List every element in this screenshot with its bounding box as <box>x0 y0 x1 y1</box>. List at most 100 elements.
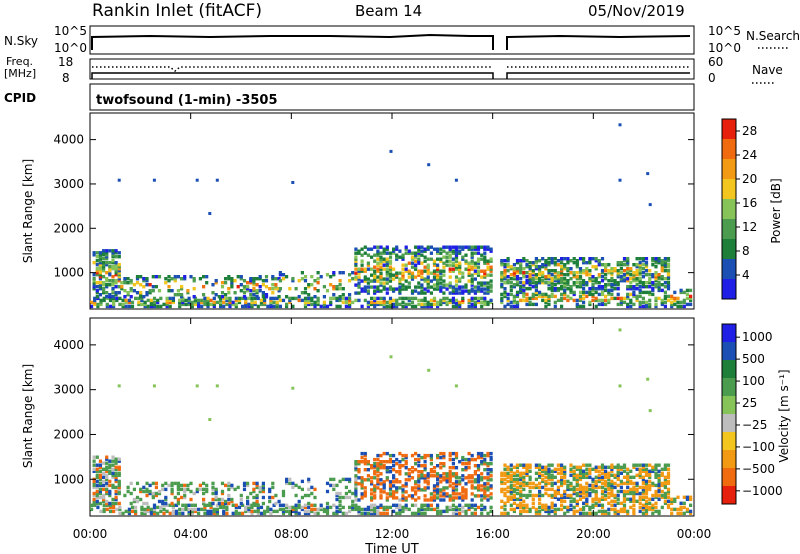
echo-cell <box>206 511 210 516</box>
echo-cell <box>168 503 172 507</box>
echo-cell <box>102 499 106 504</box>
echo-cell <box>111 291 115 295</box>
echo-cell <box>509 265 513 269</box>
echo-cell <box>357 509 361 514</box>
echo-cell <box>591 497 595 501</box>
echo-cell <box>585 501 589 505</box>
echo-cell <box>594 296 598 301</box>
echo-cell <box>473 486 477 490</box>
echo-cell <box>307 285 311 289</box>
echo-cell <box>515 497 520 501</box>
echo-cell <box>663 304 667 309</box>
echo-cell <box>373 511 377 516</box>
echo-cell <box>575 509 579 514</box>
echo-cell <box>410 494 415 498</box>
echo-cell <box>588 273 592 277</box>
echo-cell <box>489 269 493 273</box>
echo-cell <box>632 485 636 490</box>
echo-cell <box>414 486 418 490</box>
echo-cell <box>622 469 627 473</box>
echo-cell <box>454 249 459 253</box>
colorbar-tick-label: 28 <box>742 124 757 138</box>
echo-cell <box>473 472 477 476</box>
echo-cell <box>348 279 352 283</box>
echo-cell <box>360 492 364 496</box>
echo-cell <box>544 263 548 267</box>
echo-cell <box>682 495 686 499</box>
echo-cell <box>635 463 639 467</box>
echo-cell <box>597 497 601 501</box>
echo-cell <box>376 462 380 466</box>
echo-cell <box>629 304 633 309</box>
echo-cell <box>531 277 535 281</box>
echo-cell <box>534 277 538 281</box>
echo-cell <box>500 296 504 301</box>
echo-cell <box>398 486 402 490</box>
echo-cell <box>451 267 455 271</box>
echo-cell <box>105 279 109 283</box>
echo-cell <box>105 302 109 307</box>
echo-cell <box>269 296 273 301</box>
echo-cell <box>654 261 658 265</box>
echo-cell <box>432 277 437 281</box>
echo-cell <box>454 275 459 279</box>
echo-cell <box>442 269 446 273</box>
echo-cell <box>111 483 115 488</box>
echo-cell <box>467 466 471 470</box>
echo-cell <box>423 486 427 490</box>
echo-cell <box>354 468 358 472</box>
echo-cell <box>503 259 507 263</box>
echo-cell <box>142 277 146 281</box>
echo-cell <box>241 503 245 507</box>
echo-cell <box>563 292 567 297</box>
echo-cell <box>250 300 254 305</box>
echo-cell <box>597 298 601 303</box>
echo-cell <box>509 267 513 271</box>
echo-cell <box>407 271 411 275</box>
colorbar-swatch <box>722 199 736 220</box>
echo-cell <box>230 285 234 289</box>
echo-cell <box>585 273 589 277</box>
echo-cell <box>657 285 661 289</box>
echo-cell <box>619 261 623 265</box>
noise-sky-trace-a <box>91 33 494 50</box>
echo-cell <box>357 291 361 295</box>
echo-cell <box>454 302 459 307</box>
echo-cell <box>575 277 579 281</box>
echo-cell <box>538 497 542 501</box>
echo-cell <box>563 288 567 293</box>
echo-cell <box>451 269 455 273</box>
echo-cell <box>423 478 427 482</box>
echo-cell <box>183 489 187 494</box>
echo-cell <box>582 491 586 496</box>
echo-cell <box>560 279 564 283</box>
colorbar-swatch <box>722 486 736 505</box>
echo-cell <box>519 497 523 501</box>
echo-cell <box>594 497 598 501</box>
echo-cell <box>607 263 611 267</box>
echo-cell <box>121 304 125 309</box>
echo-cell <box>547 505 551 510</box>
echo-cell <box>225 302 229 307</box>
echo-cell <box>401 287 405 291</box>
y-tick-label: 1000 <box>53 266 84 280</box>
echo-cell <box>417 291 421 295</box>
echo-cell <box>613 279 617 283</box>
echo-cell <box>657 485 661 490</box>
echo-cell <box>541 469 545 473</box>
echo-cell <box>515 261 520 265</box>
echo-cell <box>619 501 623 505</box>
echo-cell <box>553 269 557 273</box>
echo-cell <box>385 257 389 261</box>
echo-cell <box>401 253 405 257</box>
echo-cell <box>525 465 529 469</box>
echo-cell <box>126 485 130 490</box>
echo-cell <box>560 467 564 471</box>
echo-cell <box>214 281 218 285</box>
echo-cell <box>575 298 579 303</box>
echo-cell <box>519 277 523 281</box>
echo-cell <box>203 507 207 512</box>
echo-cell <box>112 296 116 301</box>
echo-cell <box>414 267 418 271</box>
